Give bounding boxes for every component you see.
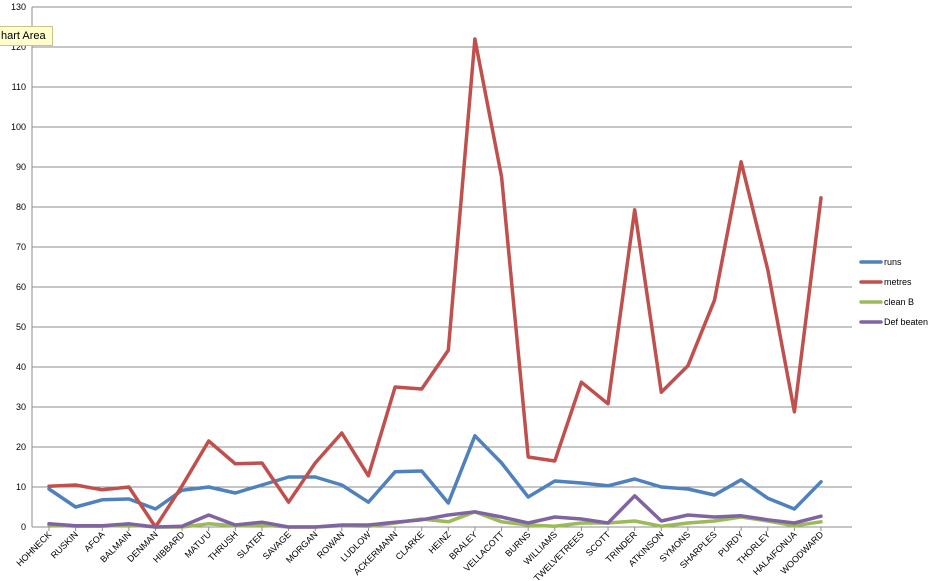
legend: runs metres clean B Def beaten [859,257,928,327]
y-tick-label: 20 [16,442,26,452]
legend-label: runs [884,257,902,267]
x-tick-label: RUSKIN [49,529,80,560]
x-tick-label: THRUSH [206,529,240,563]
y-tick-label: 110 [12,82,26,92]
legend-label: clean B [884,297,914,307]
series-line-metres [47,37,823,529]
y-tick-label: 100 [11,122,26,132]
y-tick-label: 0 [21,522,26,532]
y-axis: 0 10 20 30 40 50 60 70 80 90 100 110 120 130 [11,2,33,532]
y-tick-label: 50 [16,322,26,332]
gridlines [32,6,852,528]
legend-label: Def beaten [884,317,928,327]
y-tick-label: 90 [16,162,26,172]
y-tick-label: 120 [11,42,26,52]
chart-area-tooltip: hart Area [0,26,53,46]
y-tick-label: 30 [16,402,26,412]
y-tick-label: 80 [16,202,26,212]
series-lines [47,37,823,529]
y-tick-label: 70 [16,242,26,252]
x-tick-label: CLARKE [394,529,427,562]
x-tick-label: HOHNECK [15,529,54,568]
y-tick-label: 130 [11,2,26,12]
y-tick-label: 40 [16,362,26,372]
y-tick-label: 60 [16,282,26,292]
y-tick-label: 10 [16,482,26,492]
legend-label: metres [884,277,912,287]
x-tick-label: AFOA [82,529,106,553]
series-line-def-beaten [47,494,823,529]
